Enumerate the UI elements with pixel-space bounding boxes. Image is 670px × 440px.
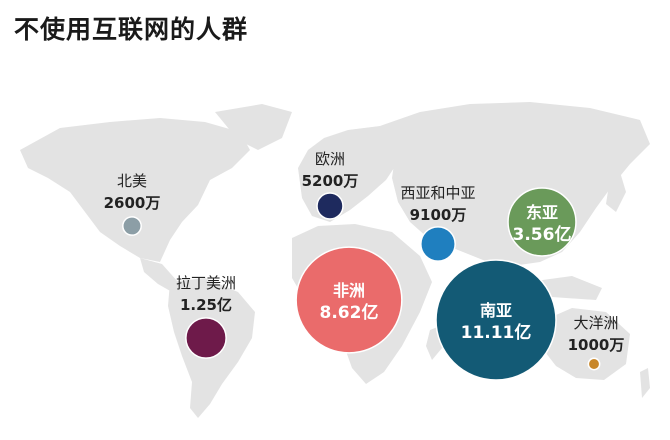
bubble-6 bbox=[507, 187, 577, 257]
landmass-greenland bbox=[215, 104, 292, 150]
bubble-5 bbox=[420, 226, 456, 262]
bubble-7 bbox=[435, 259, 557, 381]
region-value-label: 11.11亿 bbox=[461, 322, 532, 343]
bubbles-layer bbox=[122, 187, 601, 381]
region-name-label: 欧洲 bbox=[315, 150, 345, 168]
region-name-label: 西亚和中亚 bbox=[400, 184, 475, 202]
world-map bbox=[20, 102, 650, 418]
bubble-4 bbox=[295, 246, 403, 354]
landmass-japan bbox=[606, 172, 626, 212]
region-value-label: 5200万 bbox=[302, 172, 359, 190]
region-value-label: 1.25亿 bbox=[180, 296, 232, 314]
region-name-label: 大洋洲 bbox=[573, 314, 618, 332]
region-name-label: 东亚 bbox=[526, 203, 558, 222]
region-name-label: 非洲 bbox=[333, 281, 365, 300]
region-name-label: 拉丁美洲 bbox=[176, 274, 236, 292]
bubble-1 bbox=[122, 216, 142, 236]
bubble-8 bbox=[587, 357, 601, 371]
region-value-label: 1000万 bbox=[568, 336, 625, 354]
region-name-label: 北美 bbox=[117, 172, 147, 190]
landmass-australia bbox=[540, 308, 630, 380]
region-value-label: 3.56亿 bbox=[513, 224, 572, 245]
region-name-label: 南亚 bbox=[480, 301, 512, 320]
region-value-label: 9100万 bbox=[410, 206, 467, 224]
landmass-central-america bbox=[140, 258, 178, 292]
landmass-asia bbox=[380, 102, 650, 266]
region-value-label: 2600万 bbox=[104, 194, 161, 212]
region-value-label: 8.62亿 bbox=[320, 302, 379, 323]
bubble-3 bbox=[316, 192, 344, 220]
landmass-new-zealand bbox=[640, 368, 650, 398]
chart-title: 不使用互联网的人群 bbox=[14, 15, 249, 44]
landmass-north-america bbox=[20, 118, 250, 262]
bubble-2 bbox=[185, 317, 227, 359]
